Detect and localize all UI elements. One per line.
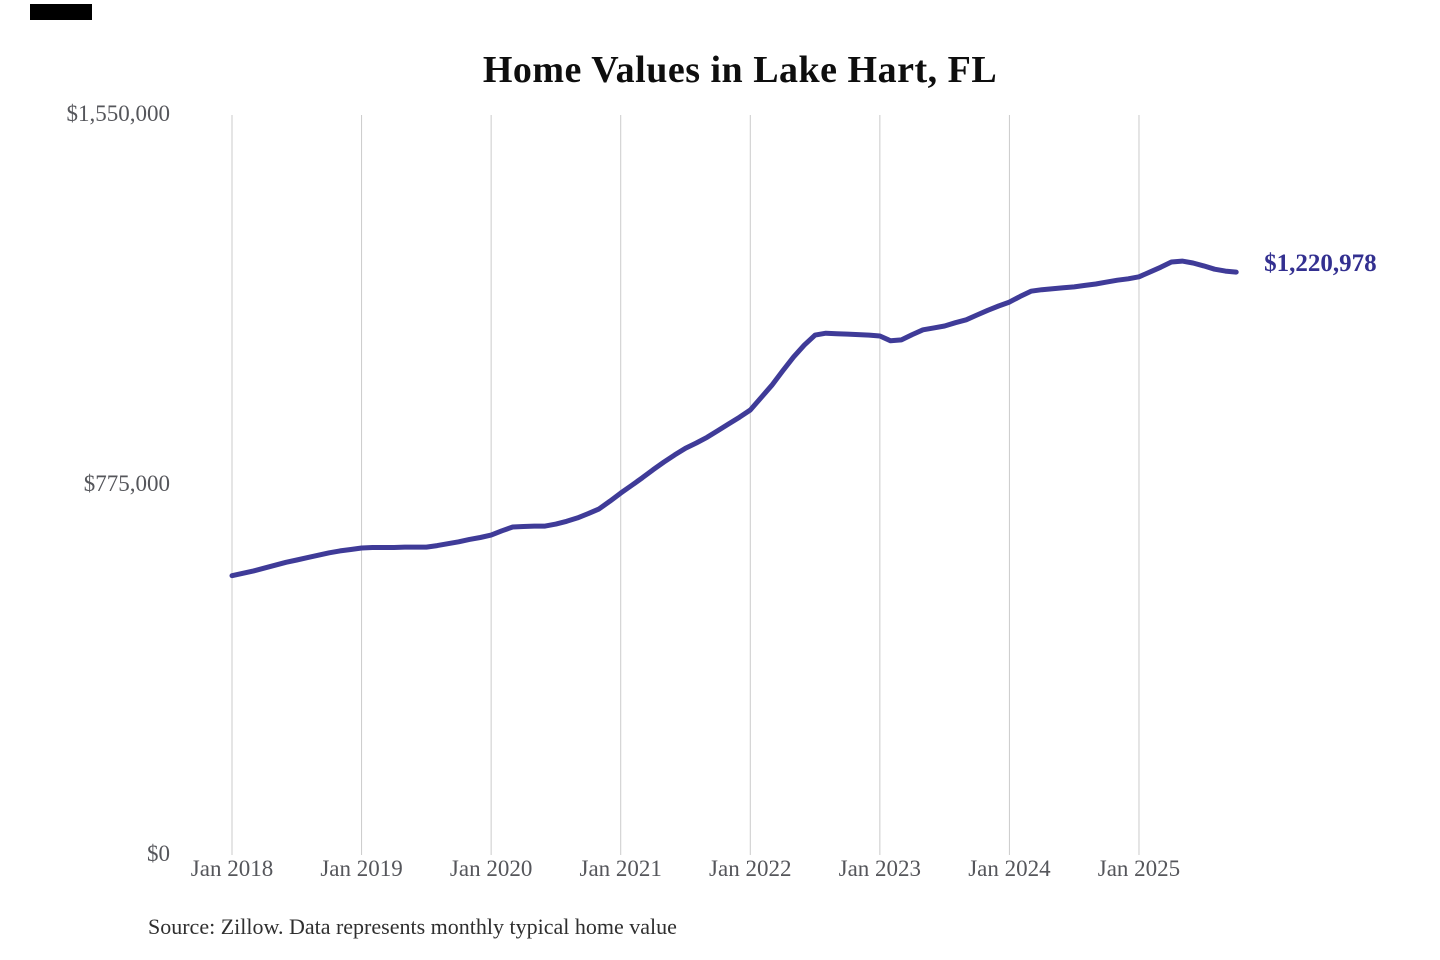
source-caption: Source: Zillow. Data represents monthly … xyxy=(148,914,677,939)
x-axis-tick-label: Jan 2019 xyxy=(320,856,403,881)
x-axis-tick-label: Jan 2023 xyxy=(838,856,922,881)
x-axis-tick-label: Jan 2022 xyxy=(709,856,792,881)
end-value-label: $1,220,978 xyxy=(1264,250,1377,278)
y-axis-tick-label: $0 xyxy=(147,841,170,866)
x-axis-tick-label: Jan 2018 xyxy=(190,856,274,881)
screenshot-artifact-mark xyxy=(30,4,92,20)
y-axis-tick-label: $775,000 xyxy=(83,471,170,496)
x-axis-tick-label: Jan 2025 xyxy=(1097,856,1181,881)
x-axis-tick-label: Jan 2024 xyxy=(968,856,1051,881)
trend-line xyxy=(229,258,1239,579)
y-axis-tick-label: $1,550,000 xyxy=(66,101,171,126)
gridlines-group xyxy=(231,115,1140,855)
x-axis-tick-label: Jan 2021 xyxy=(579,856,662,881)
chart-title: Home Values in Lake Hart, FL xyxy=(482,49,998,91)
x-axis-tick-label: Jan 2020 xyxy=(449,856,533,881)
